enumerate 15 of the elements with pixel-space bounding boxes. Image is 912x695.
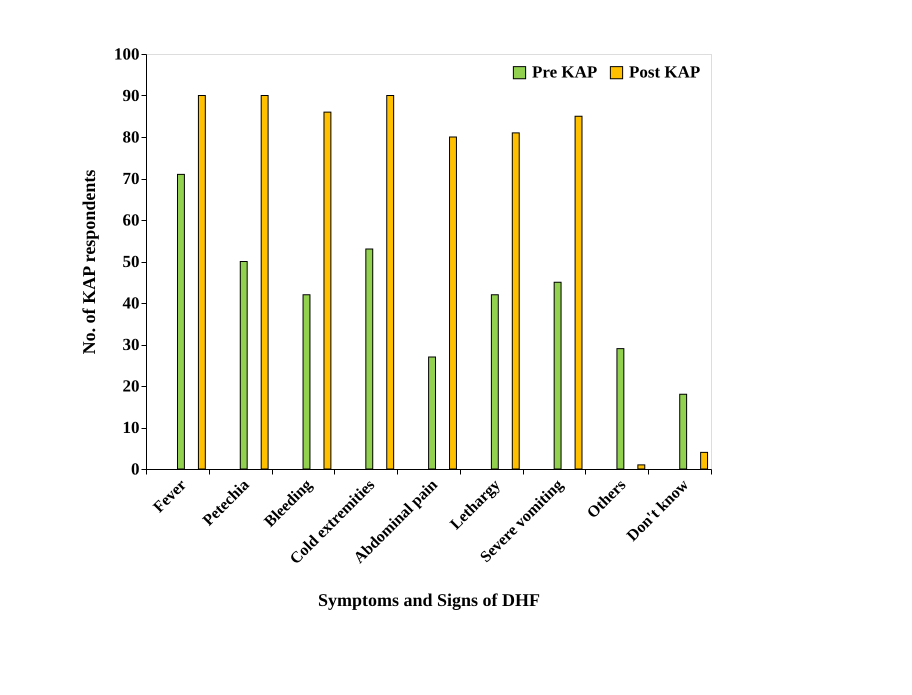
legend-label: Post KAP xyxy=(629,62,700,82)
y-tick-label: 50 xyxy=(122,252,140,271)
legend-label: Pre KAP xyxy=(532,62,598,82)
y-tick-label: 80 xyxy=(122,128,140,146)
y-tick-label: 20 xyxy=(122,376,140,396)
y-tick-label: 10 xyxy=(122,418,140,437)
y-tick-label: 90 xyxy=(122,86,140,105)
y-axis-title: No. of KAP respondents xyxy=(79,170,99,354)
y-tick-label: 60 xyxy=(122,210,140,230)
x-axis-title: Symptoms and Signs of DHF xyxy=(318,590,540,610)
y-tick-label: 70 xyxy=(122,169,140,188)
y-tick-label: 40 xyxy=(122,294,140,312)
y-tick-label: 30 xyxy=(122,335,140,354)
y-tick-label: 100 xyxy=(114,44,140,64)
y-tick-label: 0 xyxy=(131,460,140,478)
